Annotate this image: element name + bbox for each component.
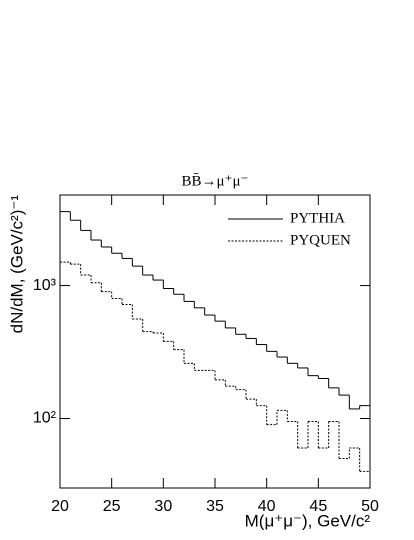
x-tick-label: 35 — [206, 498, 224, 515]
x-tick-label: 40 — [258, 498, 276, 515]
x-axis-label: M(μ⁺μ⁻), GeV/c² — [245, 511, 371, 530]
legend-label: PYQUEN — [290, 232, 351, 248]
y-tick-label: 10² — [33, 410, 57, 427]
legend-label: PYTHIA — [290, 210, 345, 226]
x-tick-label: 45 — [309, 498, 327, 515]
y-tick-label: 10³ — [33, 277, 57, 294]
x-tick-label: 20 — [51, 498, 69, 515]
chart-title: BB̄→μ⁺μ⁻ — [182, 173, 249, 189]
x-tick-label: 25 — [103, 498, 121, 515]
x-tick-label: 30 — [154, 498, 172, 515]
y-axis-label: dN/dM, (GeV/c²)⁻¹ — [7, 195, 26, 334]
x-tick-label: 50 — [361, 498, 379, 515]
